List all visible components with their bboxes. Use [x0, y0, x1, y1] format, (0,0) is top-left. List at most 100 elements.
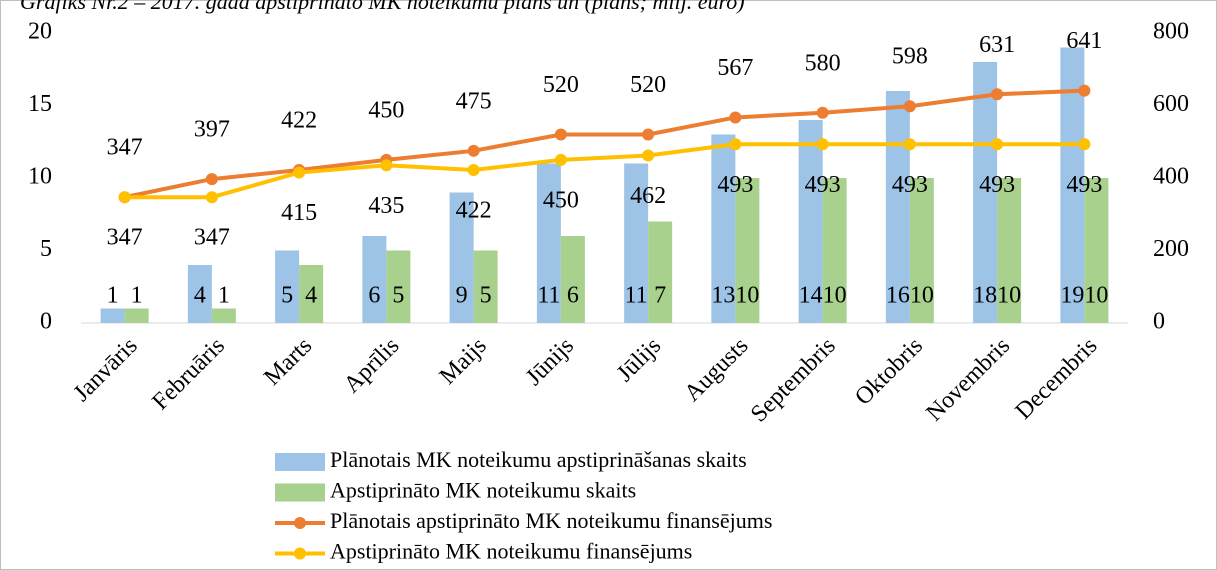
bar-label: 5 [281, 283, 293, 309]
line-label: 397 [194, 117, 230, 143]
bar [536, 163, 561, 323]
bar [560, 236, 585, 323]
x-tick-label: Novembris [921, 333, 1015, 427]
y-tick-label: 0 [40, 309, 52, 335]
bar [275, 250, 300, 323]
line-marker [554, 128, 567, 141]
legend-swatch [275, 483, 325, 502]
y2-tick-label: 400 [1153, 164, 1189, 190]
y-tick-label: 20 [28, 19, 52, 45]
line-label: 347 [107, 135, 143, 161]
line-label: 567 [717, 55, 753, 81]
line-label: 422 [281, 108, 317, 134]
bar-label: 1 [107, 283, 119, 309]
bar-label: 4 [305, 283, 317, 309]
bar [473, 250, 498, 323]
line-label: 435 [368, 193, 404, 219]
line-label: 520 [630, 72, 666, 98]
line-label: 493 [805, 172, 841, 198]
line-marker [205, 173, 218, 186]
y2-tick-label: 800 [1153, 19, 1189, 45]
bar-label: 1 [131, 283, 143, 309]
line [124, 142, 1085, 200]
line-marker [380, 159, 393, 172]
line-label: 475 [456, 88, 492, 114]
y-tick-label: 15 [28, 91, 52, 117]
line-label: 462 [630, 183, 666, 209]
line-marker [467, 144, 480, 157]
line-label: 493 [892, 172, 928, 198]
bar-label: 10 [997, 283, 1021, 309]
bar-label: 1 [218, 283, 230, 309]
line-marker [903, 100, 916, 113]
x-tick-label: Jūnijs [521, 333, 579, 391]
bar [885, 91, 910, 323]
line-label: 450 [368, 97, 404, 123]
line-label: 347 [107, 225, 143, 251]
line-marker [903, 138, 916, 151]
bar [124, 308, 149, 323]
x-tick-label: Aprīlis [339, 333, 405, 399]
bar [909, 178, 934, 323]
x-tick-label: Marts [259, 333, 317, 391]
bar [624, 163, 649, 323]
y-tick-label: 10 [28, 164, 52, 190]
bar [100, 308, 125, 323]
line-marker [642, 149, 655, 162]
bar-label: 5 [392, 283, 404, 309]
line-marker [991, 138, 1004, 151]
line-label: 631 [979, 32, 1015, 58]
legend-label: Apstiprināto MK noteikumu finansējums [330, 539, 692, 564]
bar-label: 10 [823, 283, 847, 309]
bar [997, 178, 1022, 323]
bar [735, 178, 760, 323]
x-tick-label: Maijs [435, 333, 492, 390]
bar [798, 120, 823, 323]
bar [299, 265, 324, 323]
bar-label: 11 [625, 283, 648, 309]
x-tick-label: Februāris [148, 333, 230, 415]
bar [449, 192, 474, 323]
line-marker [1078, 84, 1091, 97]
line-marker [118, 191, 131, 204]
line-label: 598 [892, 44, 928, 70]
line-marker [816, 106, 829, 119]
line [124, 88, 1085, 200]
bar-label: 19 [1060, 283, 1084, 309]
x-tick-label: Janvāris [69, 333, 143, 407]
bar [362, 236, 387, 323]
bar-label: 7 [654, 283, 666, 309]
bar-label: 6 [368, 283, 380, 309]
line-label: 493 [717, 172, 753, 198]
bar-label: 11 [537, 283, 560, 309]
bar-label: 4 [194, 283, 206, 309]
line-marker [642, 128, 655, 141]
bar [973, 62, 998, 323]
chart-title: Grafiks Nr.2 – 2017. gadā apstiprināto M… [20, 0, 745, 14]
bar-label: 6 [567, 283, 579, 309]
bar-label: 18 [973, 283, 997, 309]
bar-label: 16 [886, 283, 910, 309]
line-label: 450 [543, 187, 579, 213]
bar [187, 265, 212, 323]
bar-label: 13 [711, 283, 735, 309]
line-label: 493 [1066, 172, 1102, 198]
line-marker [205, 191, 218, 204]
line-marker [293, 166, 306, 179]
bar [386, 250, 411, 323]
y2-tick-label: 0 [1153, 309, 1165, 335]
line-marker [1078, 138, 1091, 151]
bar-label: 9 [456, 283, 468, 309]
bar-label: 10 [1084, 283, 1108, 309]
bar [711, 134, 736, 323]
legend-label: Apstiprināto MK noteikumu skaits [330, 478, 636, 503]
bar [822, 178, 847, 323]
line-marker [991, 88, 1004, 101]
bar [648, 221, 673, 323]
bar-label: 14 [799, 283, 823, 309]
bar-label: 10 [735, 283, 759, 309]
x-tick-label: Augusts [679, 333, 753, 407]
line-label: 415 [281, 200, 317, 226]
line-marker [729, 138, 742, 151]
